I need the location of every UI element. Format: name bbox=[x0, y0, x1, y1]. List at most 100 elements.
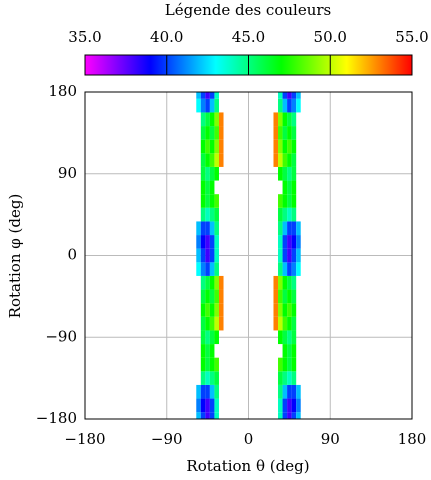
heatmap-cell bbox=[273, 139, 279, 154]
heatmap-cell bbox=[287, 194, 292, 208]
heatmap-cell bbox=[291, 98, 297, 113]
heatmap-cell bbox=[209, 289, 215, 304]
heatmap-cell bbox=[209, 248, 215, 263]
heatmap-cell bbox=[205, 194, 210, 208]
heatmap-cell bbox=[205, 371, 210, 385]
heatmap-cell bbox=[200, 180, 206, 195]
heatmap-cell bbox=[273, 289, 279, 304]
heatmap-cell bbox=[214, 194, 219, 208]
heatmap-cell bbox=[196, 92, 201, 99]
heatmap-cell bbox=[287, 153, 292, 167]
heatmap-cell bbox=[209, 207, 215, 222]
heatmap-cell bbox=[278, 92, 283, 99]
heatmap-cell bbox=[196, 412, 201, 419]
heatmap-cell bbox=[282, 275, 288, 290]
heatmap-cell bbox=[200, 153, 206, 167]
heatmap-cell bbox=[291, 357, 297, 372]
heatmap-cell bbox=[214, 275, 219, 290]
heatmap-cell bbox=[205, 316, 210, 331]
y-axis-label: Rotation φ (deg) bbox=[6, 194, 24, 319]
heatmap-cell bbox=[205, 344, 210, 358]
heatmap-cell bbox=[205, 153, 210, 167]
heatmap-cell bbox=[205, 166, 210, 181]
heatmap-cell bbox=[209, 139, 215, 154]
heatmap-cell bbox=[214, 330, 219, 345]
heatmap-cell bbox=[205, 289, 210, 304]
heatmap-cell bbox=[196, 398, 201, 413]
heatmap-cell bbox=[287, 112, 292, 127]
heatmap-cell bbox=[209, 384, 215, 399]
heatmap-cell bbox=[205, 275, 210, 290]
heatmap-cell bbox=[278, 139, 283, 154]
heatmap-cell bbox=[282, 139, 288, 154]
heatmap-cell bbox=[296, 384, 301, 399]
heatmap-cell bbox=[282, 180, 288, 195]
heatmap-cell bbox=[200, 166, 206, 181]
heatmap-cell bbox=[205, 207, 210, 222]
heatmap-cell bbox=[291, 166, 297, 181]
y-tick-label: 0 bbox=[67, 246, 77, 264]
heatmap-cell bbox=[282, 412, 288, 419]
heatmap-cell bbox=[278, 207, 283, 222]
heatmap-cell bbox=[291, 112, 297, 127]
heatmap-cell bbox=[209, 316, 215, 331]
heatmap-cell bbox=[282, 248, 288, 263]
x-tick-label: 90 bbox=[321, 430, 340, 448]
heatmap-cell bbox=[282, 194, 288, 208]
heatmap-cell bbox=[209, 398, 215, 413]
heatmap-cell bbox=[296, 235, 301, 249]
heatmap-cell bbox=[200, 316, 206, 331]
heatmap-cell bbox=[273, 303, 279, 317]
heatmap-cell bbox=[196, 262, 201, 276]
colorbar-tick-label: 50.0 bbox=[314, 28, 347, 46]
colorbar-title: Légende des couleurs bbox=[165, 1, 331, 19]
heatmap-cell bbox=[291, 330, 297, 345]
x-tick-label: −180 bbox=[64, 430, 105, 448]
heatmap-cell bbox=[214, 112, 219, 127]
heatmap-cell bbox=[282, 357, 288, 372]
x-tick-label: −90 bbox=[151, 430, 183, 448]
heatmap-cell bbox=[214, 221, 219, 236]
heatmap-cell bbox=[205, 139, 210, 154]
heatmap-cell bbox=[209, 344, 215, 358]
heatmap-cell bbox=[296, 92, 301, 99]
heatmap-cell bbox=[287, 92, 292, 99]
heatmap-cell bbox=[218, 275, 224, 290]
heatmap-cell bbox=[200, 357, 206, 372]
heatmap-cell bbox=[296, 412, 301, 419]
heatmap-cell bbox=[282, 221, 288, 236]
heatmap-cell bbox=[282, 166, 288, 181]
heatmap-cell bbox=[196, 221, 201, 236]
heatmap-cell bbox=[214, 384, 219, 399]
heatmap-cell bbox=[205, 221, 210, 236]
heatmap-cell bbox=[278, 248, 283, 263]
plot-frame bbox=[84, 91, 413, 420]
heatmap-cell bbox=[282, 112, 288, 127]
heatmap-cell bbox=[209, 330, 215, 345]
heatmap-cell bbox=[291, 194, 297, 208]
heatmap-cell bbox=[287, 180, 292, 195]
heatmap-cell bbox=[278, 303, 283, 317]
heatmap-cell bbox=[278, 289, 283, 304]
heatmap-cell bbox=[287, 275, 292, 290]
heatmap-cell bbox=[287, 289, 292, 304]
heatmap-cell bbox=[205, 384, 210, 399]
heatmap-cell bbox=[282, 289, 288, 304]
heatmap-cell bbox=[200, 303, 206, 317]
heatmap-cell bbox=[278, 153, 283, 167]
heatmap-cell bbox=[278, 316, 283, 331]
heatmap-cell bbox=[200, 262, 206, 276]
heatmap-cell bbox=[200, 98, 206, 113]
heatmap-cell bbox=[200, 275, 206, 290]
heatmap-cell bbox=[287, 371, 292, 385]
heatmap-cell bbox=[218, 126, 224, 140]
heatmap-cell bbox=[209, 221, 215, 236]
heatmap-cell bbox=[278, 330, 283, 345]
heatmap-cell bbox=[214, 412, 219, 419]
heatmap-cell bbox=[209, 112, 215, 127]
heatmap-cell bbox=[278, 221, 283, 236]
heatmap-cell bbox=[205, 180, 210, 195]
heatmap-cell bbox=[287, 248, 292, 263]
heatmap-cell bbox=[282, 235, 288, 249]
